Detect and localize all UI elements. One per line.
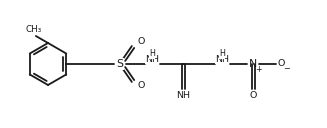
Text: O: O	[137, 82, 145, 90]
Text: CH₃: CH₃	[26, 25, 42, 35]
Text: S: S	[116, 59, 124, 69]
Text: H: H	[149, 50, 155, 58]
Text: NH: NH	[215, 55, 229, 63]
Text: +: +	[255, 65, 261, 73]
Text: NH: NH	[145, 55, 159, 63]
Text: O: O	[137, 38, 145, 46]
Text: H: H	[219, 50, 225, 58]
Text: O: O	[277, 60, 285, 68]
Text: −: −	[284, 65, 290, 73]
Text: NH: NH	[176, 90, 190, 99]
Text: N: N	[249, 59, 257, 69]
Text: O: O	[249, 90, 257, 99]
